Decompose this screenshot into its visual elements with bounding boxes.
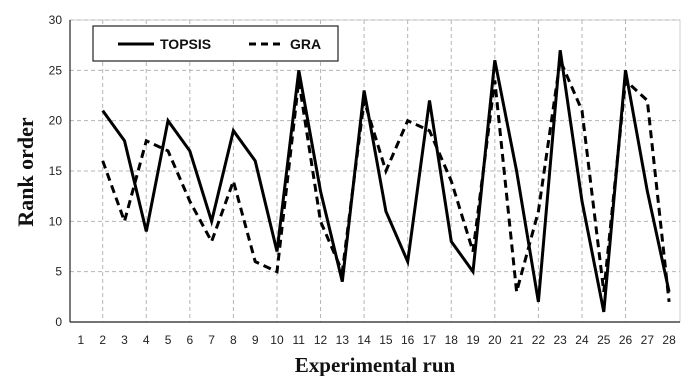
x-axis-title: Experimental run xyxy=(295,353,456,376)
x-tick-label: 8 xyxy=(230,333,237,347)
x-tick-label: 22 xyxy=(532,333,546,347)
x-tick-label: 6 xyxy=(186,333,193,347)
y-tick-label: 30 xyxy=(49,13,63,27)
y-tick-label: 20 xyxy=(49,114,63,128)
series-line-gra xyxy=(101,54,671,303)
x-tick-label: 28 xyxy=(662,333,676,347)
grid-lines xyxy=(70,19,680,322)
x-tick-label: 4 xyxy=(143,333,150,347)
x-tick-label: 20 xyxy=(488,333,502,347)
x-tick-labels: 1 2 3 4 5 6 7 8 9 10 11 12 13 14 15 16 17 18 19 20 21 22 23 24 2… xyxy=(78,333,677,347)
legend-label-topsis: TOPSIS xyxy=(160,36,211,52)
x-tick-label: 17 xyxy=(423,333,437,347)
x-tick-label: 9 xyxy=(252,333,259,347)
legend-label-gra: GRA xyxy=(290,36,321,52)
y-tick-label: 10 xyxy=(49,214,63,228)
x-tick-label: 11 xyxy=(293,333,306,347)
x-tick-label: 21 xyxy=(510,333,524,347)
x-tick-label: 19 xyxy=(466,333,480,347)
x-tick-label: 23 xyxy=(553,333,567,347)
y-tick-label: 0 xyxy=(55,315,62,329)
x-tick-label: 5 xyxy=(165,333,172,347)
series-line-topsis xyxy=(101,49,671,313)
x-tick-label: 15 xyxy=(379,333,393,347)
y-tick-label: 5 xyxy=(55,265,62,279)
axes xyxy=(69,20,680,323)
x-tick-label: 27 xyxy=(641,333,655,347)
x-tick-label: 14 xyxy=(357,333,371,347)
x-tick-label: 3 xyxy=(121,333,128,347)
x-tick-label: 18 xyxy=(445,333,459,347)
y-tick-label: 15 xyxy=(49,164,63,178)
x-tick-label: 2 xyxy=(99,333,106,347)
y-axis-title: Rank order xyxy=(13,117,38,227)
y-tick-labels: 0 5 10 15 20 25 30 xyxy=(49,13,63,329)
legend: TOPSIS GRA xyxy=(92,25,339,62)
y-tick-label: 25 xyxy=(49,63,63,77)
x-tick-label: 25 xyxy=(597,333,611,347)
x-tick-label: 7 xyxy=(208,333,215,347)
x-tick-label: 26 xyxy=(619,333,633,347)
x-tick-label: 24 xyxy=(575,333,589,347)
x-tick-label: 13 xyxy=(336,333,350,347)
series-lines xyxy=(101,49,671,313)
x-tick-label: 10 xyxy=(270,333,284,347)
x-tick-label: 12 xyxy=(314,333,328,347)
x-tick-label: 16 xyxy=(401,333,415,347)
x-tick-label: 1 xyxy=(78,333,85,347)
